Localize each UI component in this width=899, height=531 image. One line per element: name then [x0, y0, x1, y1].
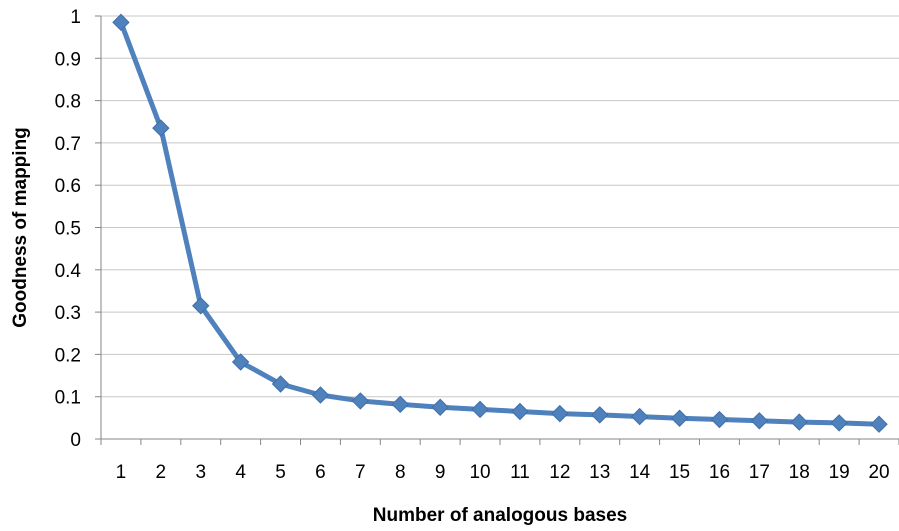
- y-tick-label: 0: [70, 430, 81, 451]
- data-point-marker: [351, 392, 370, 410]
- data-point-marker: [830, 414, 848, 432]
- data-point-marker: [750, 412, 769, 430]
- data-point-marker: [670, 409, 689, 427]
- y-tick-label: 0.3: [55, 303, 81, 324]
- y-tick-label: 0.1: [55, 388, 81, 409]
- x-tick-label: 5: [275, 462, 286, 483]
- data-point-marker: [591, 406, 609, 424]
- x-tick-label: 16: [709, 462, 730, 483]
- x-tick-label: 17: [749, 462, 770, 483]
- x-tick-label: 6: [315, 462, 326, 483]
- x-tick-label: 1: [116, 462, 127, 483]
- data-point-marker: [152, 119, 170, 137]
- data-point-marker: [231, 353, 250, 371]
- data-point-marker: [511, 402, 529, 421]
- data-point-marker: [271, 375, 290, 393]
- x-axis-ticks: 1 2 3 4 5 6 7 8 9 10 11 12 13 14 15 16 17 18 19 20: [100, 439, 899, 483]
- y-tick-label: 1: [70, 7, 81, 28]
- y-axis-ticks: 0 0.1 0.2 0.3 0.4 0.5 0.6 0.7 0.8 0.9 1: [55, 7, 101, 451]
- data-point-marker: [311, 386, 330, 404]
- x-tick-label: 12: [549, 462, 570, 483]
- x-tick-label: 10: [469, 462, 490, 483]
- y-axis-title: Goodness of mapping: [10, 127, 31, 328]
- x-tick-label: 15: [669, 462, 690, 483]
- x-tick-label: 3: [195, 462, 206, 483]
- data-point-marker: [870, 415, 888, 433]
- data-point-marker: [192, 297, 210, 315]
- y-tick-label: 0.7: [55, 134, 81, 155]
- x-tick-label: 9: [435, 462, 446, 483]
- y-tick-label: 0.8: [55, 92, 81, 113]
- x-tick-label: 2: [156, 462, 167, 483]
- x-tick-label: 8: [395, 462, 406, 483]
- y-tick-label: 0.9: [55, 49, 81, 70]
- y-tick-label: 0.5: [55, 219, 81, 240]
- data-point-marker: [471, 400, 489, 419]
- x-tick-label: 13: [589, 462, 610, 483]
- data-point-marker: [630, 407, 649, 426]
- x-tick-label: 19: [829, 462, 850, 483]
- data-point-marker: [790, 413, 808, 431]
- data-point-marker: [710, 410, 729, 429]
- x-tick-label: 4: [235, 462, 246, 483]
- series-layer: [112, 13, 888, 433]
- gridlines: [101, 15, 899, 398]
- data-point-marker: [431, 398, 449, 416]
- data-point-marker: [112, 13, 130, 32]
- y-tick-label: 0.2: [55, 345, 81, 366]
- x-tick-label: 18: [789, 462, 810, 483]
- x-tick-label: 20: [868, 462, 889, 483]
- y-tick-label: 0.6: [55, 176, 81, 197]
- x-tick-label: 14: [629, 462, 651, 483]
- data-point-marker: [551, 404, 569, 423]
- data-point-marker: [391, 395, 409, 414]
- y-tick-label: 0.4: [55, 261, 82, 282]
- x-tick-label: 11: [510, 462, 530, 483]
- x-tick-label: 7: [355, 462, 366, 483]
- x-axis-title: Number of analogous bases: [373, 505, 627, 526]
